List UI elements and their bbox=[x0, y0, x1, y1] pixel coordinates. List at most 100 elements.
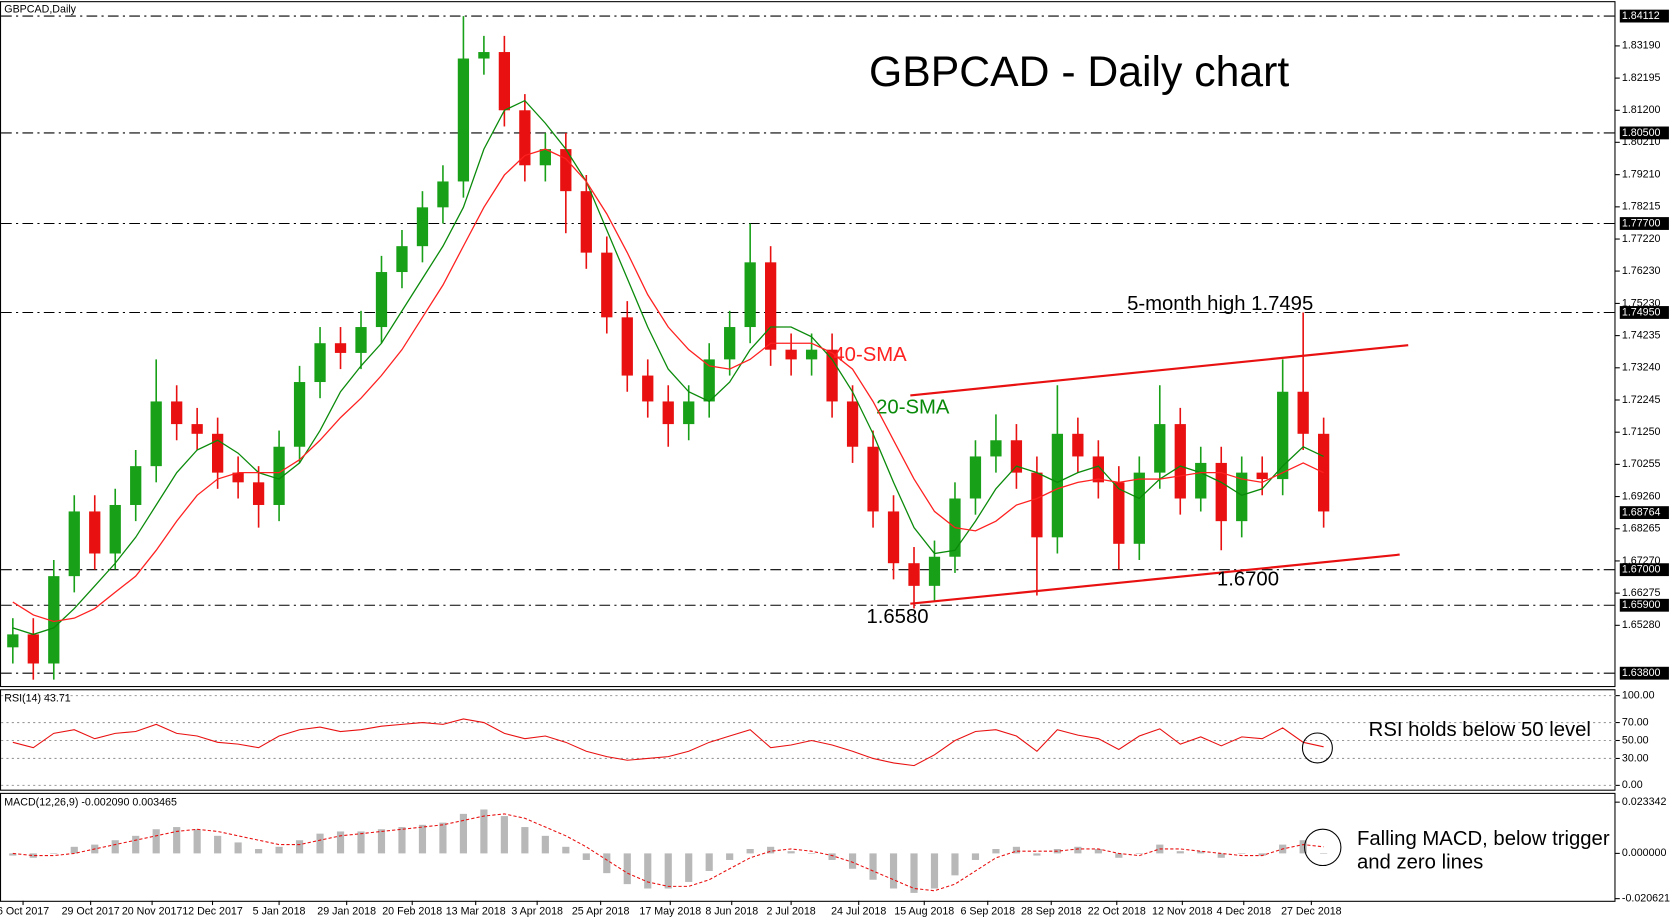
y-tick-label: 1.76230 bbox=[1622, 265, 1661, 277]
candle-body bbox=[846, 401, 859, 447]
level-label-box bbox=[1619, 126, 1669, 140]
macd-bar bbox=[828, 853, 836, 860]
level-label: 1.84112 bbox=[1622, 10, 1660, 22]
macd-bar bbox=[930, 853, 939, 889]
y-tick-label: 1.82195 bbox=[1622, 72, 1661, 84]
macd-bar bbox=[1115, 853, 1123, 858]
x-tick-label: 8 Jun 2018 bbox=[705, 905, 758, 917]
macd-bar bbox=[214, 835, 222, 854]
macd-bar bbox=[1238, 853, 1246, 854]
macd-bar bbox=[1135, 853, 1143, 854]
macd-bar bbox=[787, 851, 795, 854]
level-label-box bbox=[1619, 9, 1669, 23]
candle-body bbox=[1010, 440, 1023, 473]
x-tick-label: 29 Jan 2018 bbox=[317, 905, 376, 917]
candle-body bbox=[212, 433, 224, 473]
macd-bar bbox=[685, 853, 693, 882]
macd-bar bbox=[848, 853, 857, 869]
candle-body bbox=[1113, 482, 1125, 544]
macd-bar bbox=[1258, 853, 1266, 856]
macd-header: MACD(12,26,9) -0.002090 0.003465 bbox=[4, 796, 177, 808]
y-tick-label: 70.00 bbox=[1622, 716, 1649, 728]
x-tick-label: 28 Sep 2018 bbox=[1021, 905, 1082, 917]
macd-annotation: Falling MACD, below trigger bbox=[1357, 828, 1610, 850]
candle-body bbox=[908, 563, 920, 586]
candle-body bbox=[498, 52, 511, 111]
macd-bar bbox=[316, 833, 324, 854]
y-tick-label: 100.00 bbox=[1622, 689, 1655, 701]
x-tick-label: 13 Mar 2018 bbox=[446, 905, 506, 917]
y-tick-label: 1.78215 bbox=[1622, 201, 1661, 213]
y-tick-label: 1.65280 bbox=[1622, 619, 1661, 631]
candle-body bbox=[519, 110, 531, 166]
macd-bar bbox=[50, 853, 58, 854]
macd-bar bbox=[275, 846, 283, 854]
candle-body bbox=[396, 246, 408, 273]
y-tick-label: 1.77220 bbox=[1622, 233, 1661, 245]
macd-bar bbox=[705, 853, 713, 871]
candle-body bbox=[703, 359, 715, 402]
chart-title: GBPCAD - Daily chart bbox=[869, 48, 1289, 96]
macd-bar bbox=[1033, 853, 1041, 856]
annotation: 1.6700 bbox=[1217, 569, 1279, 591]
macd-bar bbox=[152, 829, 160, 854]
x-tick-label: 29 Oct 2017 bbox=[62, 905, 120, 917]
x-tick-label: 20 Feb 2018 bbox=[382, 905, 442, 917]
rsi-line bbox=[12, 718, 1324, 767]
x-tick-label: 12 Dec 2017 bbox=[182, 905, 243, 917]
candle-body bbox=[191, 424, 203, 434]
macd-bar bbox=[1094, 849, 1102, 854]
macd-bar bbox=[377, 829, 386, 854]
candle-body bbox=[1297, 391, 1309, 434]
candle-body bbox=[232, 472, 244, 483]
y-tick-label: 1.68265 bbox=[1622, 523, 1661, 535]
rsi-circle bbox=[1301, 732, 1333, 764]
x-tick-label: 20 Nov 2017 bbox=[122, 905, 183, 917]
candle-body bbox=[1031, 472, 1043, 538]
candle-body bbox=[314, 343, 326, 383]
level-label-box bbox=[1619, 598, 1669, 612]
macd-bar bbox=[500, 816, 508, 854]
macd-bar bbox=[1176, 851, 1184, 854]
candle-body bbox=[1256, 472, 1268, 480]
sma-line bbox=[12, 99, 1324, 636]
macd-bar bbox=[869, 853, 877, 880]
macd-bar bbox=[418, 824, 427, 854]
candle-body bbox=[580, 191, 592, 253]
macd-bar bbox=[746, 849, 754, 854]
y-tick-label: 1.72245 bbox=[1622, 394, 1661, 406]
candle-body bbox=[1277, 391, 1289, 480]
candle-body bbox=[1154, 424, 1166, 473]
candle-body bbox=[109, 504, 121, 554]
macd-bar bbox=[480, 809, 488, 854]
candle-body bbox=[867, 446, 879, 512]
y-tick-label: 1.73240 bbox=[1622, 362, 1661, 374]
macd-bar bbox=[562, 846, 570, 854]
level-label-box bbox=[1619, 306, 1669, 319]
x-tick-label: 27 Dec 2018 bbox=[1281, 905, 1342, 917]
x-tick-label: 25 Apr 2018 bbox=[572, 905, 630, 917]
macd-bar bbox=[951, 853, 959, 876]
macd-bar bbox=[644, 853, 652, 889]
annotation: 1.6580 bbox=[866, 606, 928, 628]
candle-body bbox=[252, 482, 265, 505]
y-tick-label: 30.00 bbox=[1622, 752, 1649, 764]
candle-body bbox=[334, 343, 347, 353]
candle-body bbox=[887, 511, 900, 564]
y-tick-label: 0.023342 bbox=[1622, 796, 1667, 808]
x-tick-label: 22 Oct 2018 bbox=[1088, 905, 1146, 917]
y-tick-label: 1.70255 bbox=[1622, 458, 1661, 470]
x-tick-label: 6 Oct 2017 bbox=[0, 905, 49, 917]
rsi-annotation: RSI holds below 50 level bbox=[1369, 719, 1591, 741]
series-label: 20-SMA bbox=[876, 397, 950, 419]
macd-bar bbox=[1012, 846, 1021, 854]
macd-bar bbox=[582, 853, 590, 860]
candle-body bbox=[150, 401, 162, 467]
macd-bar bbox=[255, 849, 263, 854]
signal-line bbox=[12, 813, 1324, 892]
macd-bar bbox=[111, 840, 119, 854]
candle-body bbox=[785, 349, 797, 360]
macd-bar bbox=[193, 829, 201, 854]
candle-body bbox=[7, 634, 19, 648]
